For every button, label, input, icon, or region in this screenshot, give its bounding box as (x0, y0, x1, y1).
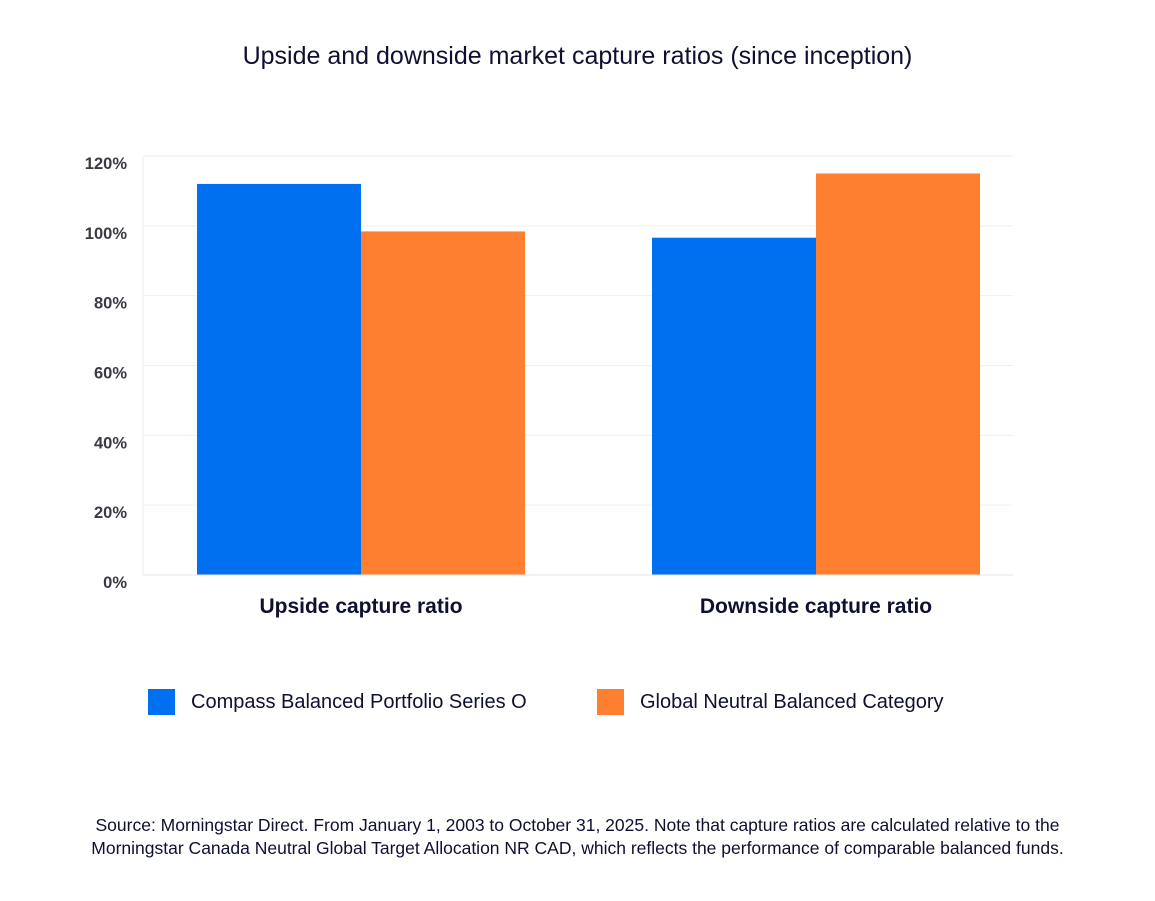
y-tick-label: 60% (94, 365, 127, 383)
legend-label: Global Neutral Balanced Category (640, 690, 944, 713)
y-tick-label: 80% (94, 295, 127, 313)
bar-downside-series-0 (652, 237, 816, 575)
chart-title: Upside and downside market capture ratio… (242, 42, 913, 70)
y-tick-label: 120% (85, 155, 128, 173)
source-line-1: Source: Morningstar Direct. From January… (95, 815, 1060, 835)
x-category-label: Downside capture ratio (700, 595, 932, 618)
y-tick-label: 20% (94, 504, 127, 522)
y-tick-label: 40% (94, 434, 127, 452)
source-line-2: Morningstar Canada Neutral Global Target… (91, 838, 1064, 858)
legend-item-series-1: Global Neutral Balanced Category (597, 689, 944, 715)
bar-upside-series-0 (197, 183, 361, 575)
legend-swatch (148, 689, 175, 715)
bar-downside-series-1 (816, 173, 980, 576)
legend-item-series-0: Compass Balanced Portfolio Series O (148, 689, 527, 715)
y-tick-label: 0% (103, 574, 127, 592)
source-note: Source: Morningstar Direct. From January… (0, 814, 1155, 860)
legend-swatch (597, 689, 624, 715)
bar-chart: 0% 20% 40% 60% 80% 100% 120% Upside capture rat… (85, 155, 1013, 618)
bar-upside-series-1 (361, 231, 525, 576)
x-category-label: Upside capture ratio (259, 595, 462, 618)
y-tick-label: 100% (85, 225, 128, 243)
legend-label: Compass Balanced Portfolio Series O (191, 690, 527, 713)
